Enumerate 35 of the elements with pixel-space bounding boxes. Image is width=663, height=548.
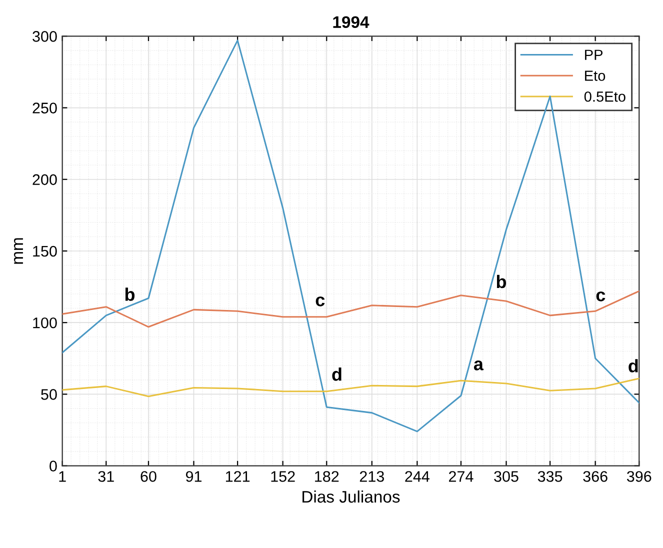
annotation: b [125, 288, 135, 301]
x-tick-label: 366 [583, 471, 608, 482]
x-tick-label: 60 [140, 471, 156, 482]
y-tick-label: 150 [33, 246, 57, 257]
x-tick-label: 1 [59, 471, 66, 482]
legend-label: Eto [585, 70, 606, 81]
x-tick-label: 396 [626, 471, 652, 482]
legend-label: PP [585, 50, 603, 60]
x-tick-label: 244 [405, 471, 430, 482]
x-tick-label: 121 [226, 471, 250, 482]
legend-label: 0.5Eto [584, 91, 626, 102]
line-series [62, 40, 640, 432]
x-tick-label: 274 [449, 471, 474, 482]
chart-title: 1994 [333, 16, 370, 28]
x-tick-label: 213 [360, 471, 384, 482]
y-tick-label: 100 [33, 317, 57, 328]
annotation: b [496, 274, 506, 288]
y-tick-label: 50 [41, 389, 57, 400]
x-axis-title: Dias Julianos [302, 490, 400, 503]
y-axis-title: mm [14, 238, 23, 264]
y-tick-label: 250 [32, 102, 57, 114]
annotation: c [596, 291, 606, 302]
x-tick-label: 31 [98, 471, 114, 482]
y-tick-label: 300 [32, 31, 57, 42]
y-tick-label: 200 [32, 174, 57, 186]
y-tick-label: 0 [50, 460, 57, 472]
x-tick-label: 305 [494, 471, 518, 482]
annotation: a [474, 360, 484, 370]
annotation: c [316, 296, 325, 306]
annotation: d [628, 359, 638, 372]
x-tick-label: 335 [538, 471, 562, 482]
annotation: d [332, 368, 342, 381]
x-tick-label: 182 [315, 471, 339, 482]
x-tick-label: 152 [271, 471, 295, 482]
x-tick-label: 91 [186, 471, 202, 482]
